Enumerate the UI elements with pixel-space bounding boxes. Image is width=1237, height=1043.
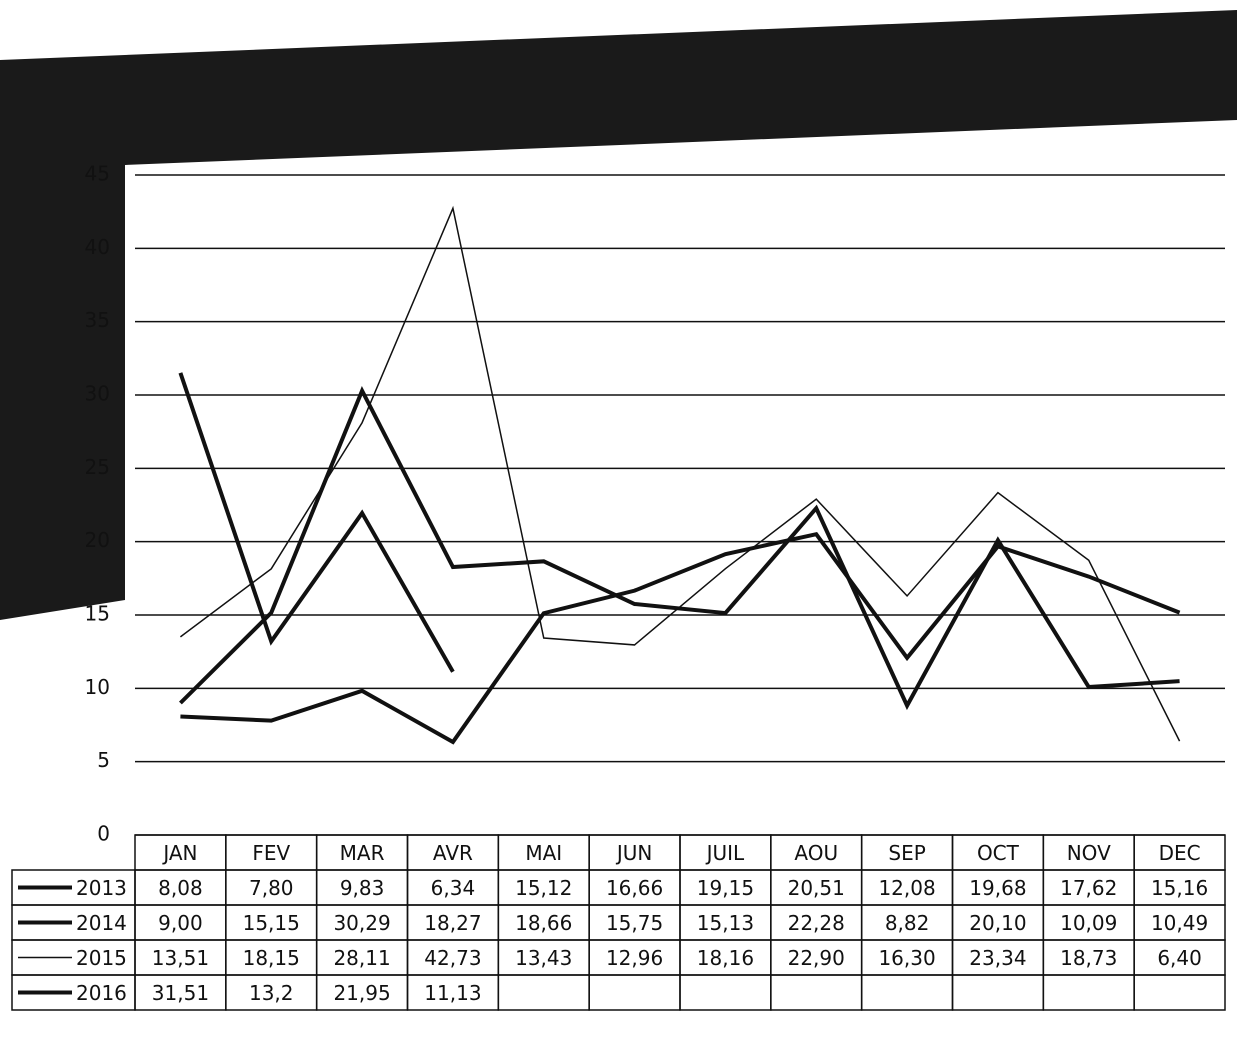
x-tick-label: SEP <box>888 841 925 865</box>
y-tick-label: 40 <box>85 235 110 259</box>
table-cell <box>770 974 863 1011</box>
table-value: 8,08 <box>158 876 203 900</box>
x-tick-label: JUIL <box>705 841 745 865</box>
series-line <box>179 205 1181 742</box>
table-value: 16,66 <box>606 876 663 900</box>
table-value: 28,11 <box>333 946 390 970</box>
table-value: 15,16 <box>1151 876 1208 900</box>
table-value: 6,40 <box>1157 946 1202 970</box>
table-value: 42,73 <box>424 946 481 970</box>
table-value: 18,73 <box>1060 946 1117 970</box>
photo-shadow <box>0 10 1237 620</box>
table-value: 17,62 <box>1060 876 1117 900</box>
y-tick-label: 25 <box>85 455 110 479</box>
x-tick-label: NOV <box>1067 841 1111 865</box>
table-value: 18,27 <box>424 911 481 935</box>
table-value: 15,13 <box>697 911 754 935</box>
table-value: 20,10 <box>969 911 1026 935</box>
table-value: 9,00 <box>158 911 203 935</box>
table-cell <box>588 974 681 1011</box>
table-value: 15,75 <box>606 911 663 935</box>
y-tick-label: 20 <box>85 528 110 552</box>
x-tick-label: JAN <box>161 841 197 865</box>
table-value: 13,43 <box>515 946 572 970</box>
x-tick-label: JUN <box>615 841 653 865</box>
table-value: 12,96 <box>606 946 663 970</box>
table-value: 9,83 <box>340 876 385 900</box>
legend-label: 2013 <box>76 876 127 900</box>
x-tick-label: AVR <box>433 841 473 865</box>
table-value: 12,08 <box>878 876 935 900</box>
table-value: 18,16 <box>697 946 754 970</box>
table-cell <box>1133 974 1226 1011</box>
y-tick-label: 10 <box>85 675 110 699</box>
table-value: 21,95 <box>333 981 390 1005</box>
y-tick-label: 30 <box>85 382 110 406</box>
legend-label: 2014 <box>76 911 127 935</box>
table-value: 18,15 <box>243 946 300 970</box>
plot-area <box>135 165 1225 835</box>
table-cell <box>860 974 954 1011</box>
table-value: 16,30 <box>878 946 935 970</box>
y-tick-label: 45 <box>85 162 110 186</box>
x-tick-label: MAI <box>525 841 562 865</box>
table-value: 18,66 <box>515 911 572 935</box>
table-value: 10,09 <box>1060 911 1117 935</box>
x-tick-label: OCT <box>977 841 1020 865</box>
x-tick-label: AOU <box>794 841 838 865</box>
y-tick-label: 5 <box>97 748 110 772</box>
table-value: 22,28 <box>788 911 845 935</box>
x-tick-label: FEV <box>252 841 290 865</box>
series-line <box>180 531 1181 745</box>
table-value: 8,82 <box>885 911 930 935</box>
table-value: 30,29 <box>333 911 390 935</box>
table-value: 19,15 <box>697 876 754 900</box>
table-value: 23,34 <box>969 946 1026 970</box>
legend-label: 2015 <box>76 946 127 970</box>
table-value: 6,34 <box>431 876 476 900</box>
table-value: 13,51 <box>152 946 209 970</box>
table-value: 11,13 <box>424 981 481 1005</box>
table-value: 19,68 <box>969 876 1026 900</box>
table-value: 15,15 <box>243 911 300 935</box>
y-tick-label: 35 <box>85 308 110 332</box>
x-tick-label: DEC <box>1159 841 1201 865</box>
table-value: 31,51 <box>152 981 209 1005</box>
table-value: 10,49 <box>1151 911 1208 935</box>
table-cell <box>1042 974 1135 1011</box>
table-value: 20,51 <box>788 876 845 900</box>
table-cell <box>679 974 772 1011</box>
x-tick-label: MAR <box>340 841 385 865</box>
series-line <box>179 385 1180 711</box>
table-cell <box>497 974 590 1011</box>
table-value: 15,12 <box>515 876 572 900</box>
table-value: 7,80 <box>249 876 294 900</box>
table-value: 22,90 <box>788 946 845 970</box>
series-line <box>178 372 455 673</box>
legend-label: 2016 <box>76 981 127 1005</box>
y-tick-label: 0 <box>97 822 110 846</box>
y-tick-label: 15 <box>85 602 110 626</box>
table-cell <box>951 974 1045 1011</box>
table-value: 13,2 <box>249 981 294 1005</box>
